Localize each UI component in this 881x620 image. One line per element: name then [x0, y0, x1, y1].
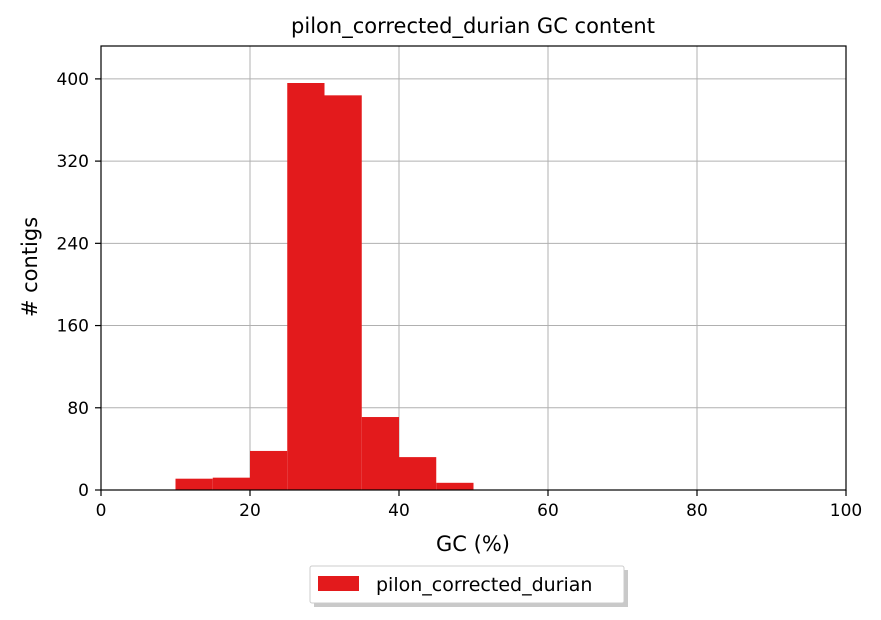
x-tick-label: 100 — [830, 501, 862, 521]
histogram-bar — [287, 83, 325, 490]
y-tick-label: 0 — [78, 481, 89, 501]
legend-label: pilon_corrected_durian — [376, 574, 592, 596]
histogram-bar — [361, 417, 399, 490]
histogram-bar — [324, 95, 362, 490]
y-axis-label: # contigs — [18, 217, 42, 317]
y-axis-ticks: 0 80 160 240 320 400 — [57, 70, 101, 501]
y-tick-label: 400 — [57, 70, 89, 90]
legend-swatch — [318, 576, 359, 591]
legend: pilon_corrected_durian — [309, 565, 628, 607]
plot-frame — [100, 45, 847, 491]
chart-title: pilon_corrected_durian GC content — [291, 14, 655, 39]
y-tick-label: 160 — [57, 317, 89, 337]
histogram-bar — [175, 478, 213, 490]
histogram-bars — [175, 83, 474, 490]
y-tick-label: 80 — [67, 399, 89, 419]
x-tick-label: 80 — [686, 501, 708, 521]
histogram-bar — [212, 477, 250, 490]
histogram-bar — [399, 457, 437, 490]
histogram-bar — [250, 450, 288, 490]
legend-box — [309, 565, 625, 604]
x-axis-ticks: 0 20 40 60 80 100 — [96, 490, 862, 521]
x-tick-label: 0 — [96, 501, 107, 521]
y-tick-label: 240 — [57, 234, 89, 254]
x-tick-label: 20 — [239, 501, 261, 521]
x-tick-label: 60 — [537, 501, 559, 521]
histogram-bar — [436, 482, 474, 490]
x-axis-label: GC (%) — [436, 532, 510, 556]
x-tick-label: 40 — [388, 501, 410, 521]
y-tick-label: 320 — [57, 152, 89, 172]
